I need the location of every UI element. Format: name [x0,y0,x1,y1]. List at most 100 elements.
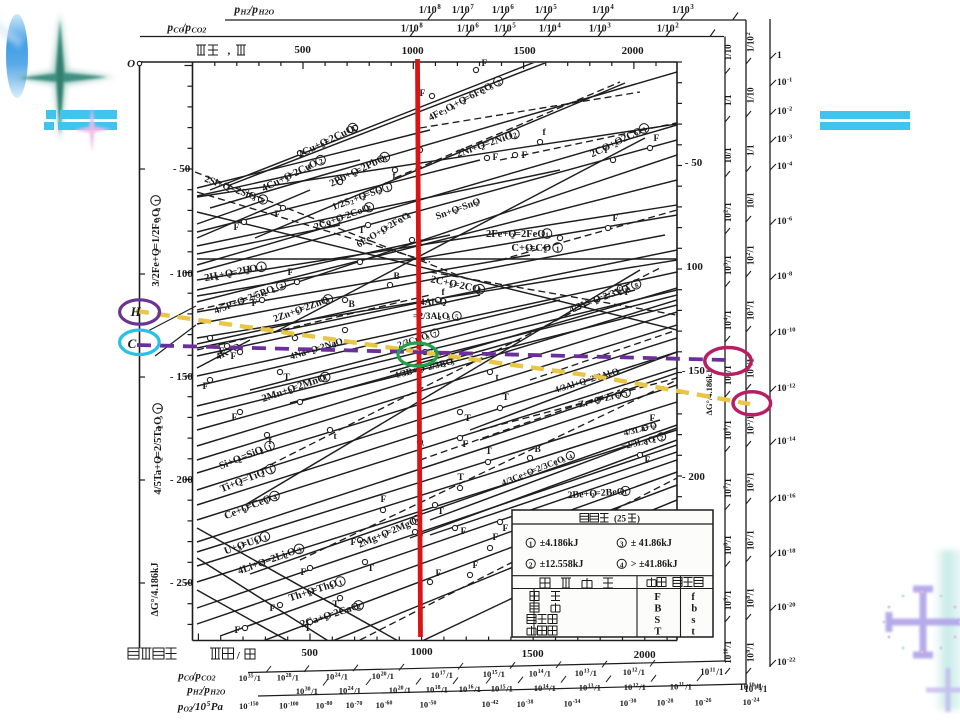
svg-text:B: B [535,445,542,455]
svg-text:+O: +O [218,268,234,281]
svg-text:10: 10 [389,685,398,695]
svg-text:2: 2 [724,210,730,213]
svg-text:2: 2 [481,88,488,96]
svg-text:1000: 1000 [411,646,434,658]
svg-text:/1: /1 [754,682,763,692]
svg-text:2: 2 [495,78,502,87]
svg-text:2: 2 [511,232,515,240]
svg-text:-4: -4 [787,160,793,167]
svg-text:C+O: C+O [511,243,533,254]
svg-text:2: 2 [675,23,679,30]
svg-text:s: s [691,615,695,626]
svg-text:2: 2 [238,479,245,488]
svg-text:-34: -34 [573,699,581,705]
svg-text:/1: /1 [723,535,733,544]
svg-text:F: F [461,527,467,537]
svg-text:t: t [691,627,695,638]
svg-text:CO: CO [184,673,195,682]
svg-text:2: 2 [156,457,164,461]
svg-text:3: 3 [607,23,611,30]
svg-text:/1: /1 [589,668,597,678]
svg-text:=CO: =CO [529,243,551,254]
svg-text:10: 10 [239,673,248,683]
svg-text:10: 10 [777,217,787,227]
svg-text:/1: /1 [746,415,756,424]
svg-text:ΔG°/4.186kJ: ΔG°/4.186kJ [704,369,714,416]
svg-text:O: O [610,366,620,378]
svg-text:2: 2 [616,394,621,402]
svg-text:O: O [248,263,258,275]
svg-text:=1/2Fe: =1/2Fe [151,218,162,249]
svg-text:10: 10 [746,653,756,663]
svg-text:/: / [236,650,243,662]
svg-text:4: 4 [450,104,457,112]
svg-text:-18: -18 [787,547,796,554]
svg-text:-10: -10 [787,326,796,333]
svg-text:2: 2 [613,141,620,150]
svg-text:2: 2 [283,552,289,561]
svg-text:-16: -16 [787,492,796,499]
svg-text:2: 2 [438,315,441,322]
svg-text:10: 10 [657,698,666,708]
svg-text:2: 2 [264,497,271,506]
svg-text:f: f [605,146,609,156]
svg-text:T: T [284,373,291,383]
svg-text:O: O [442,312,449,322]
svg-text:Pa: Pa [211,701,224,713]
svg-text:H2: H2 [192,687,203,696]
svg-text:2: 2 [356,602,363,612]
svg-text:-150: -150 [248,702,259,708]
svg-text:10: 10 [277,672,286,682]
svg-text:2: 2 [461,99,468,107]
svg-text:2: 2 [317,156,325,166]
svg-text:F: F [234,223,240,233]
svg-text:1/10: 1/10 [723,44,733,61]
svg-text:O: O [286,546,297,559]
svg-text:10: 10 [564,698,573,708]
svg-text:2: 2 [242,506,249,515]
svg-text:/1: /1 [403,685,411,695]
svg-text:/1: /1 [746,472,756,481]
svg-text:10: 10 [431,670,440,680]
svg-text:-22: -22 [787,656,796,663]
svg-text:t: t [496,373,500,383]
svg-text:10: 10 [777,384,787,394]
svg-text:F: F [235,626,241,636]
svg-text:/p: /p [191,670,201,682]
svg-text:F: F [473,561,479,571]
svg-text:1/10: 1/10 [401,24,419,35]
svg-text:/1: /1 [253,673,261,683]
svg-text:=2/3Al: =2/3Al [413,312,440,322]
svg-text:F: F [613,214,619,224]
svg-text:O: O [420,330,430,342]
svg-text:2: 2 [350,199,356,207]
svg-text:2: 2 [582,381,587,388]
svg-text:3: 3 [154,217,162,221]
svg-text:F: F [654,134,660,144]
svg-text:- 100: - 100 [170,268,193,280]
svg-text:2: 2 [474,201,480,209]
svg-text:-70: -70 [355,701,363,707]
svg-text:10/1: 10/1 [746,192,756,209]
svg-text:10: 10 [420,700,429,710]
svg-text:2000: 2000 [634,649,657,661]
svg-text:500: 500 [294,44,311,56]
svg-text:B: B [349,300,356,310]
svg-text:2: 2 [544,246,548,254]
svg-text:1/10: 1/10 [494,24,512,35]
svg-text:2: 2 [288,387,294,396]
svg-text:10: 10 [483,669,492,679]
svg-text:1: 1 [152,198,161,202]
svg-text:3: 3 [447,315,451,322]
svg-text:/1: /1 [746,588,756,597]
svg-text:3: 3 [489,84,496,92]
svg-text:8: 8 [724,543,730,546]
svg-text:O: O [620,283,631,296]
svg-text:1/10: 1/10 [592,5,610,16]
svg-text:3: 3 [279,282,286,291]
svg-text:T: T [486,447,493,457]
svg-text:2: 2 [225,186,231,194]
svg-text:10: 10 [695,697,704,707]
svg-text:1: 1 [545,230,549,239]
svg-text:f: f [691,592,695,603]
